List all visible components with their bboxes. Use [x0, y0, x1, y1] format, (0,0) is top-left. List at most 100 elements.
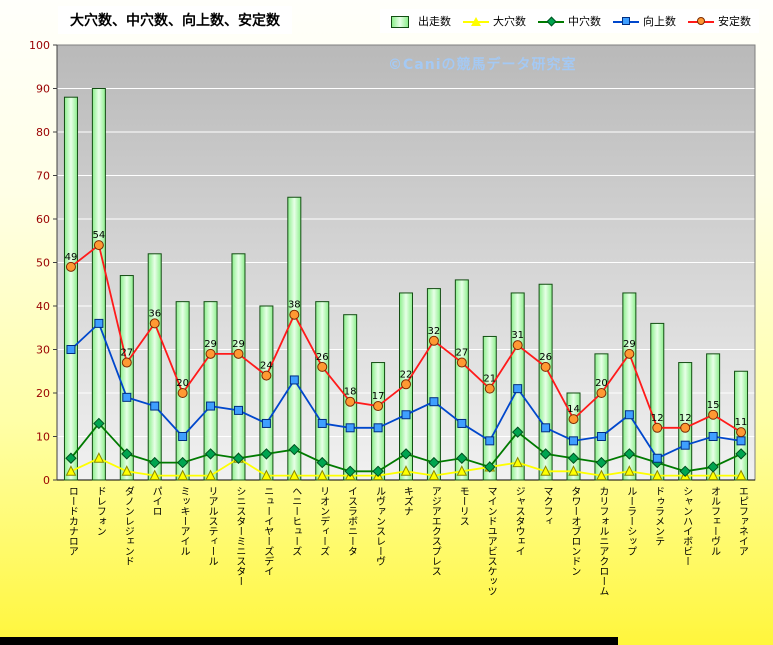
circle-marker [317, 361, 328, 372]
circle-marker-icon [688, 16, 714, 27]
circle-marker [149, 318, 160, 329]
diamond-marker [372, 465, 384, 478]
circle-marker [289, 309, 300, 320]
data-label: 27 [120, 348, 133, 359]
data-label: 14 [567, 404, 580, 415]
circle-marker [401, 379, 411, 390]
square-marker [569, 436, 579, 446]
triangle-marker [65, 465, 77, 476]
diamond-marker [288, 443, 301, 456]
square-marker [624, 410, 634, 420]
square-marker [680, 440, 690, 450]
bar [287, 196, 302, 481]
square-marker [178, 432, 188, 441]
data-label: 27 [455, 348, 468, 359]
y-tick-label: 30 [36, 344, 50, 357]
legend-label: 安定数 [718, 15, 751, 28]
triangle-marker [428, 469, 440, 481]
diamond-marker [511, 426, 524, 438]
data-label: 29 [623, 339, 636, 350]
square-marker-icon [613, 16, 639, 27]
circle-marker [121, 357, 132, 368]
square-marker [736, 436, 746, 446]
data-label: 20 [595, 378, 608, 389]
square-marker [652, 453, 662, 463]
circle-marker [233, 348, 244, 359]
diamond-marker [344, 465, 356, 478]
data-label: 22 [400, 369, 413, 380]
circle-marker [456, 357, 467, 368]
circle-marker [708, 409, 719, 420]
diamond-marker-icon [538, 16, 564, 27]
bar [91, 88, 106, 481]
square-marker [66, 345, 76, 354]
data-label: 17 [372, 391, 385, 402]
diamond-marker [316, 456, 328, 469]
circle-marker [652, 422, 663, 433]
bar [63, 96, 78, 481]
legend-item-mid-upset: 中穴数 [538, 13, 601, 29]
square-marker [429, 397, 439, 407]
y-tick-label: 100 [29, 39, 50, 52]
data-label: 15 [707, 400, 720, 411]
square-marker [122, 392, 132, 402]
triangle-marker [177, 469, 188, 481]
triangle-marker [149, 469, 161, 481]
data-label: 21 [483, 374, 496, 385]
watermark: ©Caniの競馬データ研究室 [388, 57, 577, 73]
circle-marker [680, 422, 691, 433]
triangle-marker [735, 469, 747, 481]
triangle-marker [596, 469, 607, 481]
circle-marker [736, 427, 747, 438]
triangle-marker [316, 469, 328, 481]
square-marker [596, 432, 606, 441]
bar [482, 335, 497, 481]
diamond-marker [539, 448, 552, 460]
diamond-marker [456, 452, 468, 464]
circle-marker [624, 348, 635, 359]
data-label: 11 [735, 417, 748, 428]
triangle-marker [205, 469, 216, 481]
data-label: 29 [204, 339, 217, 350]
bar [231, 253, 246, 481]
circle-marker [484, 383, 495, 394]
y-tick-label: 0 [43, 474, 50, 487]
circle-marker [428, 335, 439, 346]
square-marker [541, 423, 551, 433]
diamond-marker [204, 448, 217, 460]
circle-marker [205, 348, 216, 359]
legend-item-starts: 出走数 [388, 13, 451, 29]
square-marker [485, 436, 495, 446]
diamond-marker [428, 456, 440, 469]
triangle-marker [651, 469, 663, 481]
square-marker [317, 418, 327, 428]
diamond-marker [93, 417, 105, 430]
square-marker [150, 401, 160, 411]
diamond-marker [121, 448, 133, 460]
bar-swatch-icon [388, 15, 414, 28]
data-label: 54 [93, 230, 106, 241]
y-tick-label: 50 [36, 257, 50, 270]
bottom-black-bar [0, 637, 618, 645]
chart-title: 大穴数、中穴数、向上数、安定数 [58, 6, 292, 34]
y-tick-label: 70 [36, 170, 50, 183]
diamond-marker [484, 461, 496, 473]
data-label: 32 [428, 326, 441, 337]
diamond-marker [595, 456, 608, 469]
bar [426, 288, 441, 481]
triangle-marker [512, 456, 523, 468]
circle-marker [568, 414, 579, 425]
data-label: 24 [260, 361, 273, 372]
square-marker [373, 423, 383, 433]
diamond-marker [232, 452, 245, 464]
data-label: 38 [288, 300, 301, 311]
bar [622, 292, 637, 481]
data-label: 12 [679, 413, 692, 424]
triangle-marker [93, 452, 105, 463]
diamond-marker [149, 456, 161, 469]
data-label: 26 [539, 352, 552, 363]
data-label: 31 [511, 330, 524, 341]
diamond-marker [707, 461, 719, 473]
legend-item-improve: 向上数 [613, 13, 676, 29]
square-marker [401, 410, 411, 420]
